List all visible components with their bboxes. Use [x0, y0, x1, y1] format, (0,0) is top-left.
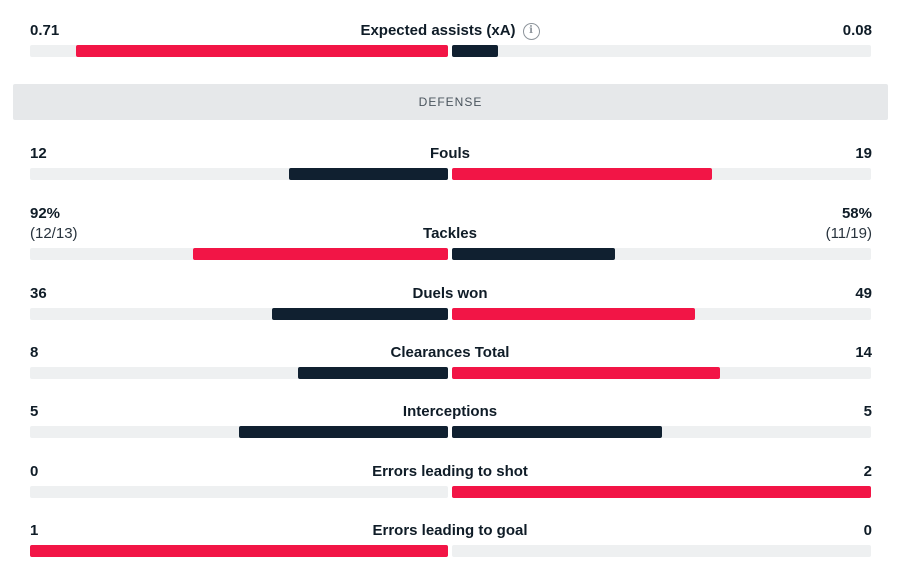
away-value: 0.08 — [842, 22, 872, 39]
home-value: 5 — [30, 403, 39, 420]
stat-label-group: Expected assists (xA) i — [360, 22, 540, 40]
away-bar-track — [452, 248, 871, 260]
stat-label: Clearances Total — [0, 344, 900, 362]
stat-row: 8 14 Clearances Total — [0, 342, 900, 382]
away-bar-track — [452, 426, 871, 438]
stat-name: Interceptions — [402, 403, 498, 420]
away-bar-fill — [452, 426, 662, 438]
away-bar-track — [452, 308, 871, 320]
stat-name: Clearances Total — [390, 344, 510, 361]
home-bar-fill — [75, 45, 448, 57]
away-bar-track — [452, 367, 871, 379]
home-bar-fill — [30, 545, 448, 557]
stat-row: 5 5 Interceptions — [0, 401, 900, 441]
home-bar-track — [30, 168, 448, 180]
away-value: 2 — [863, 463, 872, 480]
stat-row: 12 19 Fouls — [0, 143, 900, 183]
home-bar-fill — [239, 426, 448, 438]
away-value: 58% — [841, 205, 872, 222]
home-bar-track — [30, 248, 448, 260]
stat-row: 36 49 Duels won — [0, 283, 900, 323]
away-value: 5 — [863, 403, 872, 420]
home-bar-track — [30, 486, 448, 498]
stat-label-group: Clearances Total — [391, 344, 510, 362]
home-value: 0 — [30, 463, 39, 480]
away-bar-track — [452, 486, 871, 498]
stat-name: Expected assists (xA) — [360, 22, 516, 39]
home-value: 92% — [30, 205, 61, 222]
away-bar-track — [452, 168, 871, 180]
away-bar-fill — [452, 308, 696, 320]
home-value: 36 — [30, 285, 47, 302]
stat-row: 0.71 0.08 Expected assists (xA) i — [0, 20, 900, 60]
section-header-defense: DEFENSE — [13, 84, 888, 120]
away-value: 19 — [855, 145, 872, 162]
home-bar-fill — [193, 248, 448, 260]
stat-label: Expected assists (xA) i — [0, 22, 900, 40]
away-bar-fill — [452, 168, 712, 180]
stat-row: 0 2 Errors leading to shot — [0, 461, 900, 501]
away-subvalue: (11/19) — [825, 225, 872, 242]
away-bar-track — [452, 45, 871, 57]
home-bar-track — [30, 308, 448, 320]
home-bar-track — [30, 426, 448, 438]
stat-name: Fouls — [430, 145, 470, 162]
stat-label: Tackles — [0, 225, 900, 243]
stat-label-group: Errors leading to goal — [372, 522, 527, 540]
home-bar-track — [30, 45, 448, 57]
home-bar-fill — [289, 168, 448, 180]
away-bar-fill — [452, 486, 871, 498]
stat-label: Errors leading to shot — [0, 463, 900, 481]
stat-label: Duels won — [0, 285, 900, 303]
home-value: 1 — [30, 522, 39, 539]
home-value: 8 — [30, 344, 39, 361]
stat-name: Errors leading to shot — [372, 463, 528, 480]
stat-label-group: Fouls — [430, 145, 470, 163]
stat-row: 1 0 Errors leading to goal — [0, 520, 900, 560]
away-bar-fill — [452, 45, 499, 57]
away-bar-fill — [452, 248, 616, 260]
home-bar-fill — [272, 308, 448, 320]
home-subvalue: (12/13) — [30, 225, 78, 242]
away-bar-track — [452, 545, 871, 557]
away-value: 49 — [855, 285, 872, 302]
away-bar-fill — [452, 367, 721, 379]
stat-label: Fouls — [0, 145, 900, 163]
stat-label: Errors leading to goal — [0, 522, 900, 540]
home-bar-fill — [297, 367, 448, 379]
home-bar-track — [30, 367, 448, 379]
home-value: 0.71 — [30, 22, 60, 39]
stat-row: 92% 58% (12/13) (11/19) Tackles — [0, 203, 900, 260]
away-value: 14 — [855, 344, 872, 361]
away-value: 0 — [863, 522, 872, 539]
stat-label: Interceptions — [0, 403, 900, 421]
home-value: 12 — [30, 145, 47, 162]
stat-label-group: Duels won — [412, 285, 487, 303]
home-bar-track — [30, 545, 448, 557]
stat-name: Tackles — [423, 225, 477, 242]
stat-label-group: Tackles — [423, 225, 477, 243]
stat-label-group: Interceptions — [403, 403, 497, 421]
stat-name: Duels won — [412, 285, 488, 302]
stat-label-group: Errors leading to shot — [372, 463, 528, 481]
info-icon[interactable]: i — [522, 22, 540, 40]
stat-name: Errors leading to goal — [372, 522, 528, 539]
